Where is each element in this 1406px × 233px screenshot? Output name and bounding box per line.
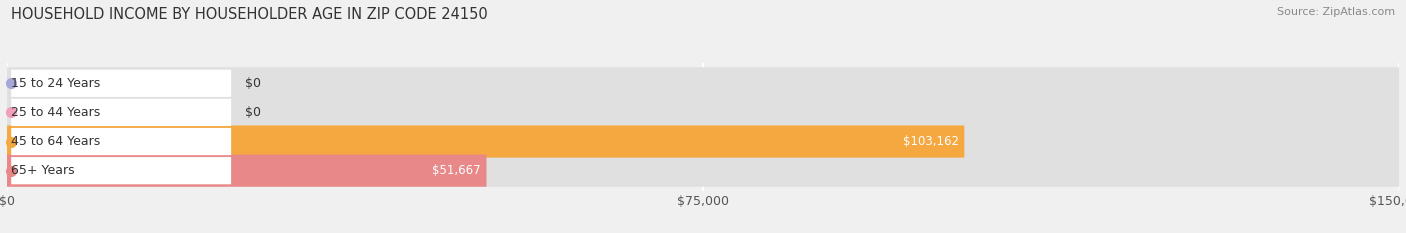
Text: 45 to 64 Years: 45 to 64 Years [11, 135, 100, 148]
FancyBboxPatch shape [7, 125, 1399, 158]
FancyBboxPatch shape [11, 157, 231, 184]
Text: $0: $0 [245, 77, 262, 90]
FancyBboxPatch shape [11, 70, 231, 97]
Text: $103,162: $103,162 [903, 135, 959, 148]
FancyBboxPatch shape [11, 128, 231, 155]
Text: $51,667: $51,667 [432, 164, 481, 177]
Text: 65+ Years: 65+ Years [11, 164, 75, 177]
Text: Source: ZipAtlas.com: Source: ZipAtlas.com [1277, 7, 1395, 17]
Text: HOUSEHOLD INCOME BY HOUSEHOLDER AGE IN ZIP CODE 24150: HOUSEHOLD INCOME BY HOUSEHOLDER AGE IN Z… [11, 7, 488, 22]
Text: 25 to 44 Years: 25 to 44 Years [11, 106, 100, 119]
FancyBboxPatch shape [7, 125, 965, 158]
Text: 15 to 24 Years: 15 to 24 Years [11, 77, 100, 90]
FancyBboxPatch shape [7, 96, 1399, 129]
FancyBboxPatch shape [7, 155, 486, 187]
FancyBboxPatch shape [7, 155, 1399, 187]
FancyBboxPatch shape [11, 99, 231, 126]
FancyBboxPatch shape [7, 67, 1399, 99]
Text: $0: $0 [245, 106, 262, 119]
